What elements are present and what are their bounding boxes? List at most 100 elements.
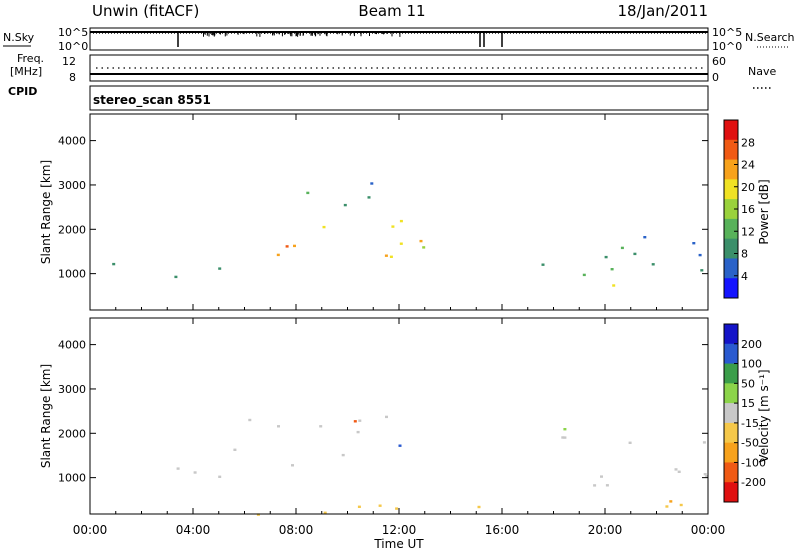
noise-tick-right-bottom: 10^0 [712,40,742,53]
time-axis-label: Time UT [373,537,424,551]
colorbar-tick-label: 50 [741,377,755,390]
velocity-panel: 1000 2000 3000 4000 Slant Range [km] 200 100… [39,317,771,516]
y-tick-label: 3000 [58,383,86,396]
y-tick-label: 1000 [58,472,86,485]
freq-label-line2: [MHz] [10,65,42,78]
time-tick-label: 20:00 [588,523,623,537]
nave-tick-bottom: 0 [712,71,719,84]
colorbar-tick-label: -50 [741,437,759,450]
velocity-data-cells [176,415,709,516]
colorbar-tick-label: 20 [741,181,755,194]
data-cell-power [698,253,702,257]
data-cell-power [422,246,426,249]
y-tick-label: 4000 [58,339,86,352]
data-cell-velocity [677,470,681,473]
data-cell-power [604,255,608,259]
data-cell-power [367,196,371,199]
colorbar-segment [724,139,738,161]
velocity-ylabel: Slant Range [km] [39,364,53,468]
cpid-text: stereo_scan 8551 [93,93,211,108]
site-title: Unwin (fitACF) [92,2,199,20]
y-tick-label: 1000 [58,268,86,281]
data-cell-power [541,263,545,266]
colorbar-segment [724,120,738,141]
cpid-strip [89,85,709,111]
data-cell-velocity [628,441,632,444]
data-cell-power [276,253,280,257]
beam-title: Beam 11 [358,2,425,20]
data-cell-velocity [605,484,609,487]
freq-label-line1: Freq. [17,52,44,65]
cpid-label: CPID [8,85,37,98]
data-cell-velocity [674,468,678,471]
colorbar-tick-label: 15 [741,397,755,410]
data-cell-power [419,239,423,243]
data-cell-velocity [563,436,567,439]
colorbar-tick-label: 28 [741,136,755,149]
colorbar-tick-label: -100 [741,456,766,469]
data-cell-velocity [593,484,597,487]
time-tick-label: 08:00 [279,523,314,537]
colorbar-tick-label: -15 [741,417,759,430]
data-cell-power [293,244,296,248]
colorbar-frame [723,323,739,503]
y-tick-label: 2000 [58,223,86,236]
data-cell-power [174,275,178,279]
colorbar-tick-label: 16 [741,203,755,216]
time-tick-label: 04:00 [176,523,211,537]
freq-tick-top: 12 [62,55,76,68]
colorbar-tick-label: 100 [741,358,762,371]
data-cell-velocity [353,420,357,423]
data-cell-power [399,242,403,245]
data-cell-power [633,252,637,256]
power-data-cells [112,182,704,287]
colorbar-segment [724,422,738,444]
data-cell-velocity [702,441,706,444]
nave-tick-top: 60 [712,55,726,68]
data-cell-velocity [323,511,327,514]
data-cell-velocity [176,467,180,470]
data-cell-velocity [319,425,323,428]
data-cell-velocity [398,444,402,447]
date-title: 18/Jan/2011 [618,2,709,20]
data-cell-power [391,225,395,228]
colorbar-segment [724,238,738,259]
data-cell-power [370,182,374,185]
data-cell-power [218,267,222,270]
velocity-frame [89,317,709,515]
colorbar-segment [724,383,738,404]
colorbar-segment [724,363,738,384]
freq-strip: 12 8 60 0 [62,54,726,84]
data-cell-velocity [248,418,252,422]
data-cell-power [610,268,614,271]
power-y-ticks: 1000 2000 3000 4000 [58,135,708,281]
data-cell-velocity [341,453,345,457]
colorbar-segment [724,442,738,463]
data-cell-power [112,262,116,266]
noise-spikes [177,32,503,47]
colorbar-tick-label: 24 [741,159,755,172]
time-tick-label: 00:00 [691,523,726,537]
data-cell-power [343,203,347,207]
data-cell-power [582,273,586,277]
data-cell-velocity [705,475,709,478]
nsearch-label: N.Search [745,31,795,44]
colorbar-tick-label: 200 [741,338,762,351]
data-cell-power [399,219,403,223]
data-cell-velocity [356,430,360,434]
data-cell-velocity [357,505,361,508]
velocity-colorbar-label: Velocity [m s⁻¹] [757,369,771,462]
data-cell-velocity [563,428,567,431]
data-cell-power [612,284,616,287]
power-panel: 1000 2000 3000 4000 Slant Range [km] 4 8 12 16… [39,113,771,311]
data-cell-velocity [218,475,222,478]
data-cell-power [643,236,647,239]
data-cell-power [322,225,326,229]
colorbar-segment [724,179,738,200]
power-frame [89,113,709,311]
data-cell-power [620,246,624,250]
data-cell-velocity [665,505,669,508]
power-colorbar-label: Power [dB] [757,179,771,244]
data-cell-power [285,245,289,248]
